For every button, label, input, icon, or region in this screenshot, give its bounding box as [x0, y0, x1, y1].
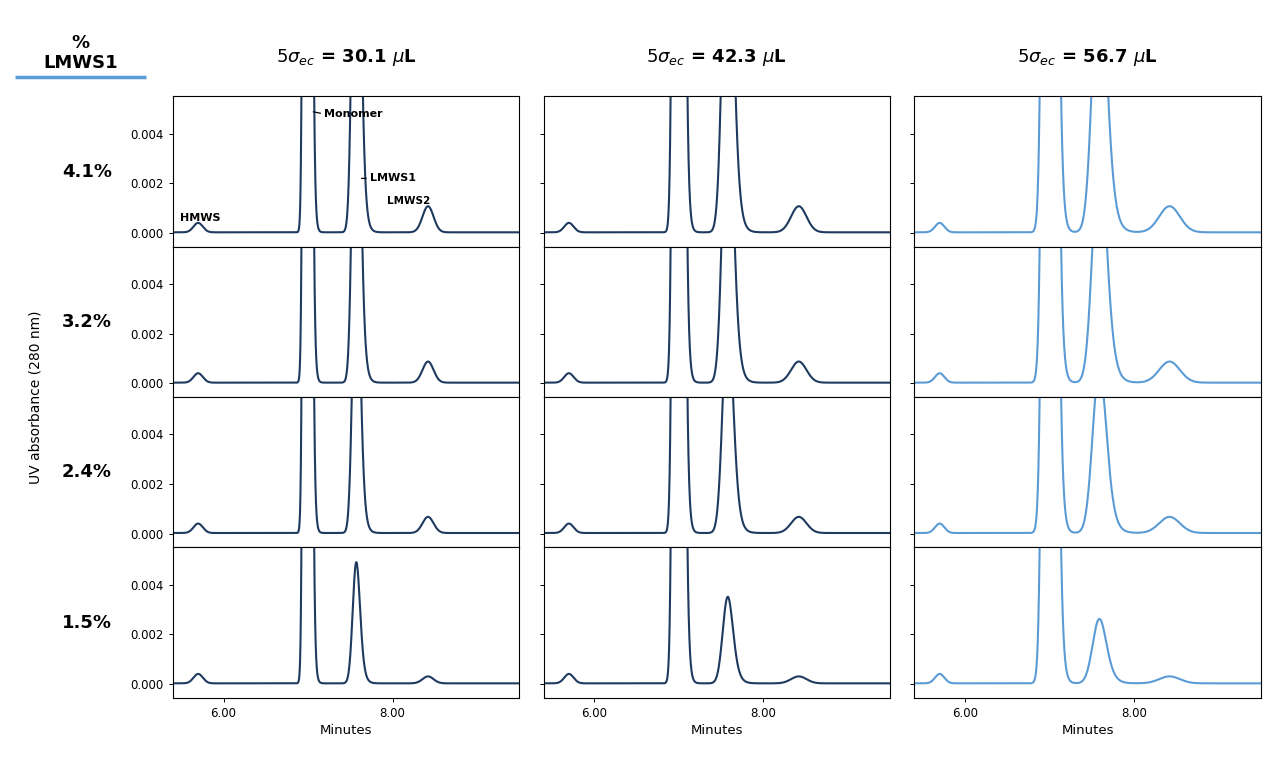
Text: UV absorbance (280 nm): UV absorbance (280 nm): [29, 310, 42, 484]
Text: LMWS1: LMWS1: [370, 173, 416, 183]
Text: 2.4%: 2.4%: [61, 463, 113, 481]
Text: 1.5%: 1.5%: [61, 614, 113, 631]
Text: $5\sigma_{ec}$ = 56.7 $\mu$L: $5\sigma_{ec}$ = 56.7 $\mu$L: [1018, 47, 1158, 69]
X-axis label: Minutes: Minutes: [320, 724, 372, 737]
Text: HMWS: HMWS: [179, 213, 220, 223]
Text: %: %: [72, 34, 90, 52]
Text: $5\sigma_{ec}$ = 30.1 $\mu$L: $5\sigma_{ec}$ = 30.1 $\mu$L: [275, 47, 416, 69]
Text: 3.2%: 3.2%: [61, 313, 113, 331]
X-axis label: Minutes: Minutes: [1061, 724, 1114, 737]
Text: Monomer: Monomer: [324, 109, 383, 119]
Text: LMWS1: LMWS1: [44, 54, 118, 72]
X-axis label: Minutes: Minutes: [690, 724, 744, 737]
Text: LMWS2: LMWS2: [387, 196, 430, 206]
Text: $5\sigma_{ec}$ = 42.3 $\mu$L: $5\sigma_{ec}$ = 42.3 $\mu$L: [646, 47, 787, 69]
Text: 4.1%: 4.1%: [61, 163, 113, 180]
